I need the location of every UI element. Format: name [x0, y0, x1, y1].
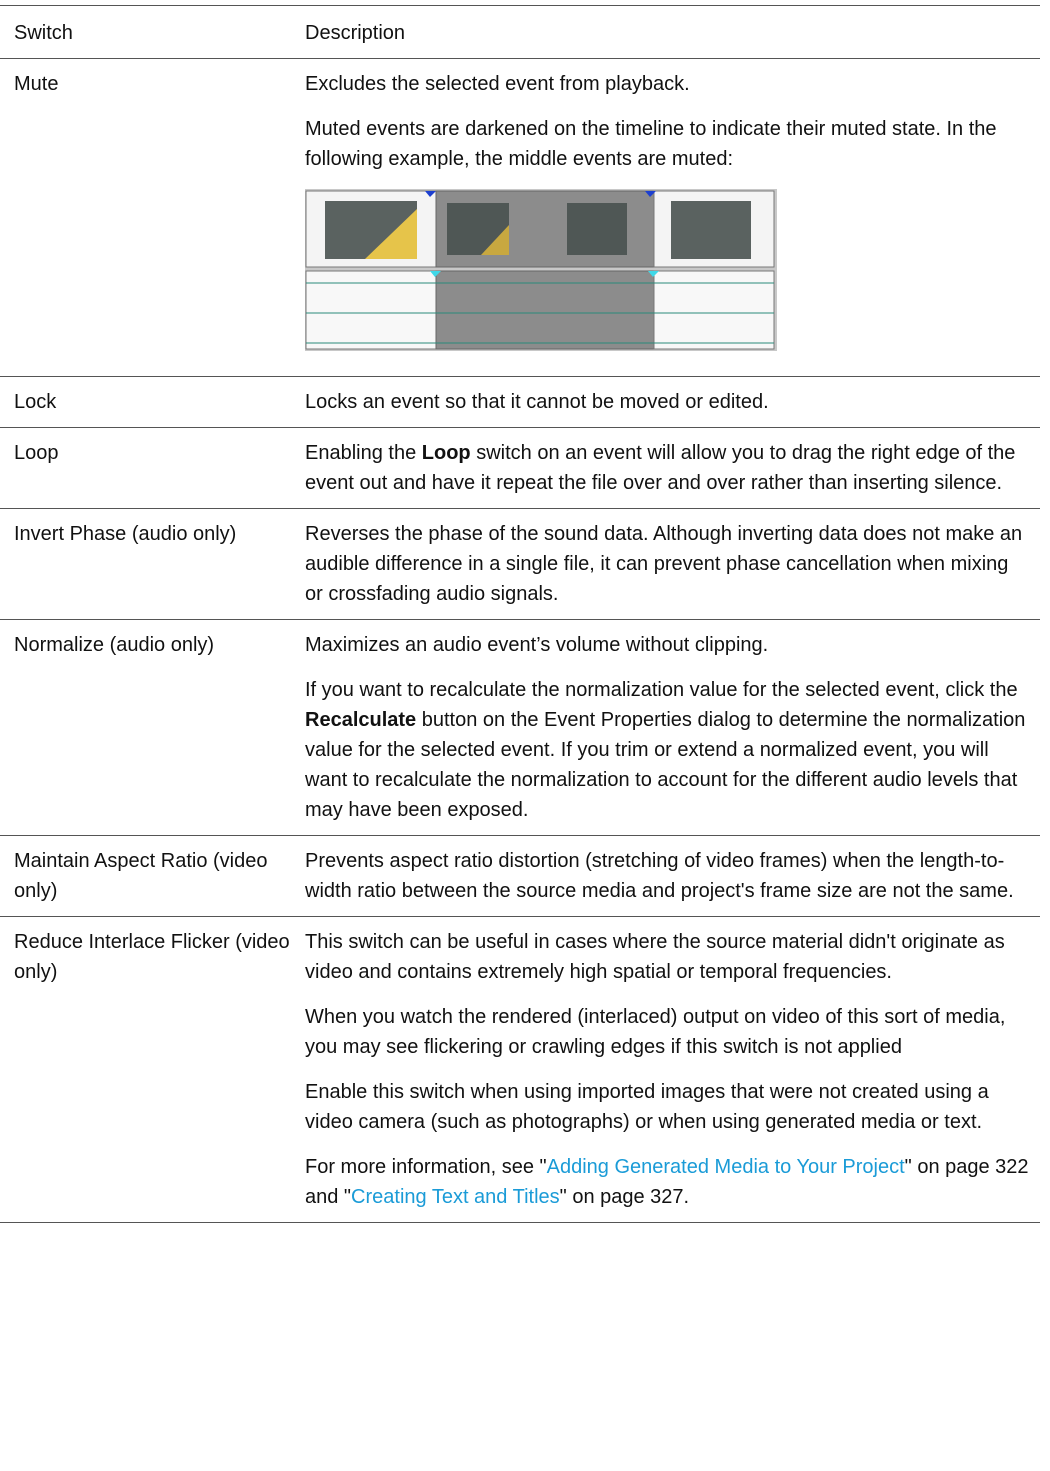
timeline-figure: [305, 189, 1030, 360]
switch-name: Reduce Interlace Flicker (video only): [0, 916, 305, 1223]
switch-name: Invert Phase (audio only): [0, 508, 305, 620]
text-run: " on page 327.: [559, 1186, 690, 1208]
text-run: Locks an event so that it cannot be move…: [305, 391, 769, 413]
text-run: Reverses the phase of the sound data. Al…: [305, 523, 1023, 605]
description: Prevents aspect ratio distortion (stretc…: [305, 835, 1040, 917]
text-run: Enabling the: [305, 442, 422, 464]
paragraph: Locks an event so that it cannot be move…: [305, 387, 1030, 417]
text-run: Muted events are darkened on the timelin…: [305, 118, 997, 170]
marker: [425, 191, 436, 197]
text-run: This switch can be useful in cases where…: [305, 931, 1005, 983]
description: Reverses the phase of the sound data. Al…: [305, 508, 1040, 620]
header-cell: Switch: [0, 5, 305, 59]
paragraph: Muted events are darkened on the timelin…: [305, 114, 1030, 174]
bold-text: Recalculate: [305, 709, 417, 731]
page: Switch Description Mute Excludes the sele…: [0, 5, 1050, 1471]
text-run: Maximizes an audio event’s volume withou…: [305, 634, 769, 656]
paragraph: Maximizes an audio event’s volume withou…: [305, 630, 1030, 660]
thumb-sand: [481, 225, 509, 255]
paragraph: Prevents aspect ratio distortion (stretc…: [305, 846, 1030, 906]
text-run: Prevents aspect ratio distortion (stretc…: [305, 850, 1014, 902]
table-row: Loop Enabling the Loop switch on an event…: [0, 427, 1040, 509]
marker: [645, 191, 656, 197]
description: Enabling the Loop switch on an event wil…: [305, 427, 1040, 509]
text-run: " on page 322 and ": [305, 1156, 1029, 1208]
table-row: Invert Phase (audio only) Reverses the ph…: [0, 508, 1040, 620]
link[interactable]: Creating Text and Titles: [351, 1186, 560, 1208]
header-row: Switch Description: [0, 5, 1040, 59]
paragraph: Excludes the selected event from playbac…: [305, 69, 1030, 99]
muted-audio: [435, 270, 655, 350]
header-cell: Description: [305, 5, 1040, 59]
table-row: Normalize (audio only) Maximizes an audio…: [0, 619, 1040, 836]
audio-event: [653, 270, 775, 350]
switch-name: Lock: [0, 376, 305, 428]
switch-table: Switch Description Mute Excludes the sele…: [0, 5, 1040, 1223]
paragraph: For more information, see "Adding Genera…: [305, 1152, 1030, 1212]
text-run: For more information, see ": [305, 1156, 547, 1178]
marker: [648, 271, 659, 277]
paragraph: Reverses the phase of the sound data. Al…: [305, 519, 1030, 609]
paragraph: If you want to recalculate the normaliza…: [305, 675, 1030, 825]
text-run: If you want to recalculate the normaliza…: [305, 679, 1018, 701]
switch-name: Loop: [0, 427, 305, 509]
text-run: button on the Event Properties dialog to…: [305, 709, 1026, 821]
thumb-sand: [365, 209, 417, 259]
table-row: Maintain Aspect Ratio (video only) Preven…: [0, 835, 1040, 917]
marker: [430, 271, 441, 277]
paragraph: This switch can be useful in cases where…: [305, 927, 1030, 987]
timeline-screenshot: [305, 189, 777, 351]
link[interactable]: Adding Generated Media to Your Project: [546, 1156, 905, 1178]
description: Excludes the selected event from playbac…: [305, 58, 1040, 377]
audio-event: [305, 270, 437, 350]
text-run: Enable this switch when using imported i…: [305, 1081, 989, 1133]
text-run: When you watch the rendered (interlaced)…: [305, 1006, 1006, 1058]
description: Locks an event so that it cannot be move…: [305, 376, 1040, 428]
bold-text: Loop: [421, 442, 471, 464]
paragraph: Enabling the Loop switch on an event wil…: [305, 438, 1030, 498]
thumb: [567, 203, 627, 255]
switch-name: Mute: [0, 58, 305, 377]
thumb: [671, 201, 751, 259]
table-body: Mute Excludes the selected event from pla…: [0, 58, 1040, 1223]
switch-name: Normalize (audio only): [0, 619, 305, 836]
text-run: switch on an event will allow you to dra…: [305, 442, 1016, 494]
text-run: Excludes the selected event from playbac…: [305, 73, 690, 95]
table-row: Reduce Interlace Flicker (video only) Thi…: [0, 916, 1040, 1223]
table-row: Mute Excludes the selected event from pla…: [0, 58, 1040, 377]
table-row: Lock Locks an event so that it cannot be …: [0, 376, 1040, 428]
switch-name: Maintain Aspect Ratio (video only): [0, 835, 305, 917]
description: This switch can be useful in cases where…: [305, 916, 1040, 1223]
paragraph: When you watch the rendered (interlaced)…: [305, 1002, 1030, 1062]
description: Maximizes an audio event’s volume withou…: [305, 619, 1040, 836]
paragraph: Enable this switch when using imported i…: [305, 1077, 1030, 1137]
